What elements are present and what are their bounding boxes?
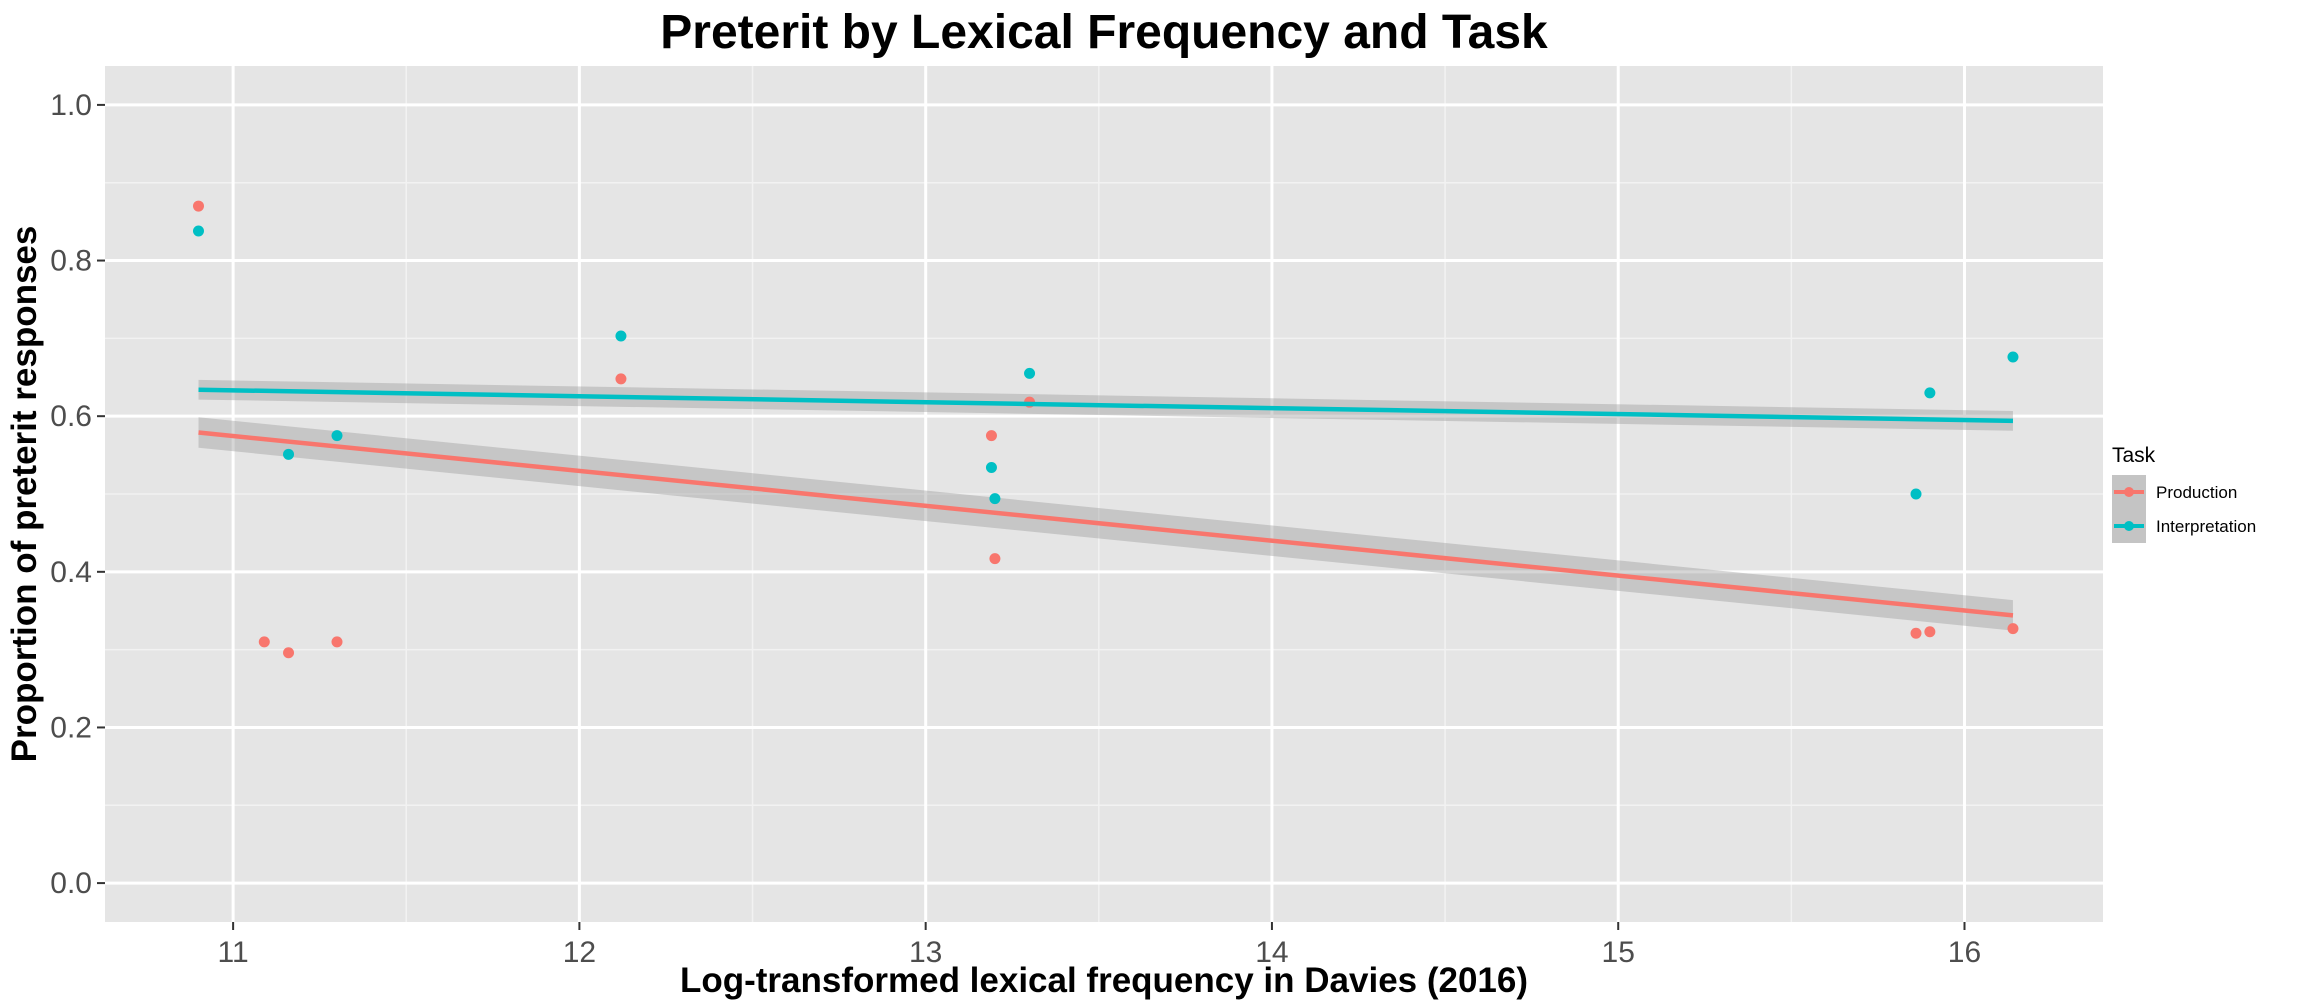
x-tick-label: 11: [218, 936, 249, 969]
x-tick-label: 12: [563, 936, 596, 969]
production-point: [1910, 627, 1922, 639]
x-axis-ticks: 11 12 13 14 15 16: [218, 922, 1981, 969]
legend: Task Production Interpretation: [2112, 444, 2256, 543]
y-tick-label: 0.6: [50, 400, 92, 433]
interpretation-point: [2007, 351, 2019, 363]
production-point: [2007, 623, 2019, 635]
y-tick-label: 0.4: [50, 556, 92, 589]
y-axis-ticks: 0.0 0.2 0.4 0.6 0.8 1.0: [50, 89, 105, 900]
x-tick-label: 14: [1255, 936, 1288, 969]
x-axis-title: Log-transformed lexical frequency in Dav…: [680, 961, 1528, 1000]
interpretation-point: [1910, 488, 1922, 500]
y-tick-label: 1.0: [50, 89, 92, 122]
legend-title: Task: [2112, 444, 2156, 467]
y-axis-title: Proportion of preterit responses: [5, 226, 44, 763]
x-tick-label: 16: [1948, 936, 1981, 969]
x-tick-label: 15: [1602, 936, 1635, 969]
interpretation-point: [1924, 387, 1936, 399]
minor-gridlines: [105, 66, 2103, 922]
chart-title: Preterit by Lexical Frequency and Task: [660, 6, 1548, 59]
production-fit-line: [198, 430, 2014, 618]
production-point: [1924, 626, 1936, 638]
fit-lines: [198, 387, 2014, 618]
interpretation-fit-line: [198, 387, 2014, 424]
interpretation-point: [331, 430, 343, 442]
interpretation-point: [985, 462, 997, 474]
interpretation-point: [989, 493, 1001, 505]
production-point: [985, 430, 997, 442]
production-point: [283, 647, 295, 659]
interpretation-point: [615, 330, 627, 342]
x-tick-label: 13: [909, 936, 942, 969]
production-point: [192, 200, 204, 212]
interpretation-point: [192, 225, 204, 237]
production-point: [331, 636, 343, 648]
interpretation-point: [283, 448, 295, 460]
y-tick-label: 0.2: [50, 711, 92, 744]
y-tick-label: 0.8: [50, 245, 92, 278]
legend-point-production: [2124, 487, 2134, 497]
production-point: [989, 553, 1001, 565]
legend-label-interpretation: Interpretation: [2156, 517, 2256, 536]
production-point: [615, 373, 627, 385]
y-tick-label: 0.0: [50, 867, 92, 900]
legend-label-production: Production: [2156, 483, 2237, 502]
legend-point-interpretation: [2124, 521, 2134, 531]
interpretation-point: [1024, 367, 1036, 379]
production-point: [258, 636, 270, 648]
